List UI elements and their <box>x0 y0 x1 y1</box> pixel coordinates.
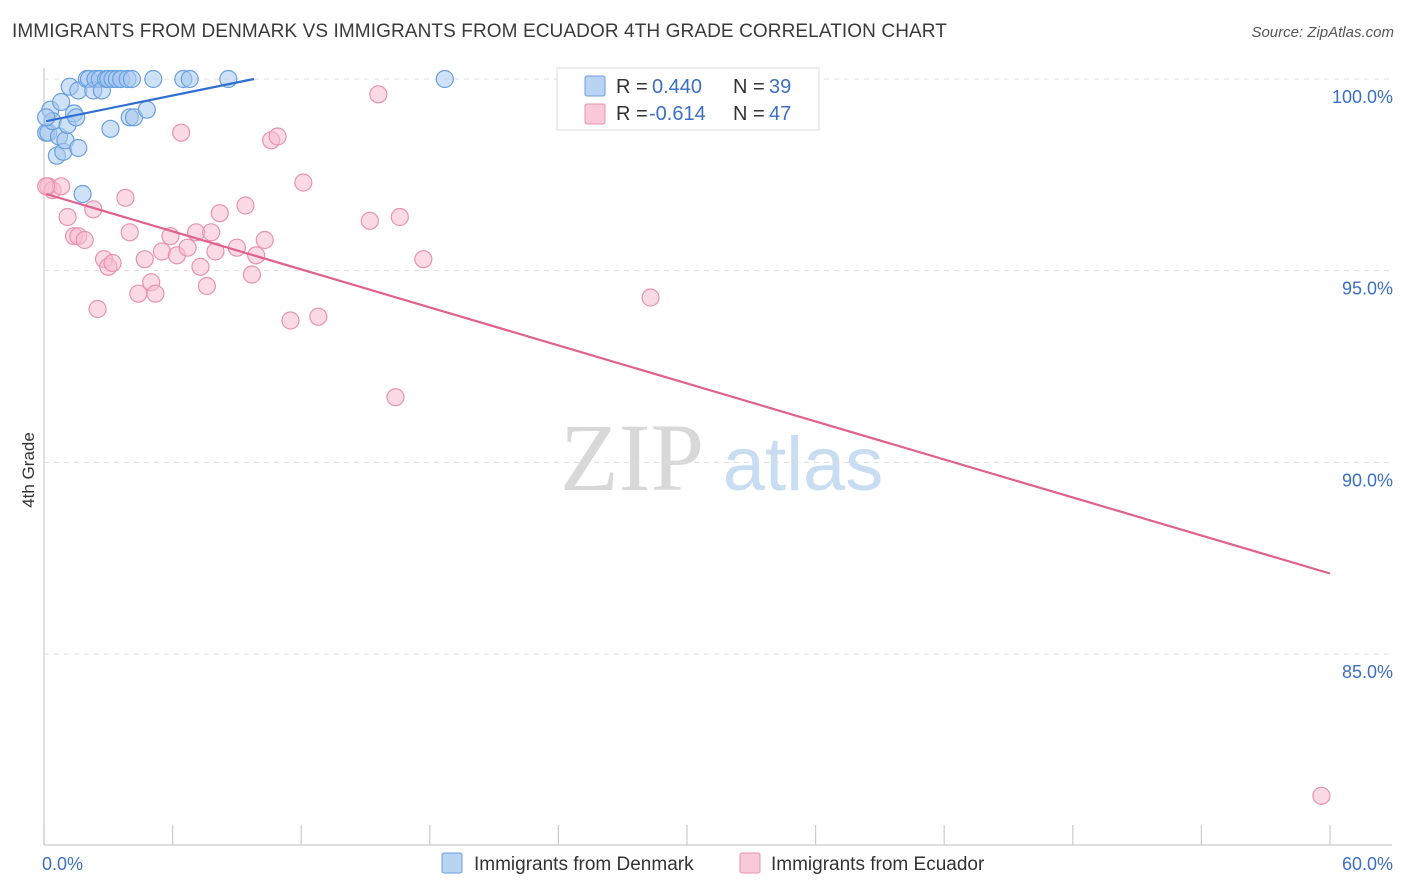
denmark-point <box>73 184 92 204</box>
watermark-atlas: atlas <box>723 422 884 507</box>
legend-swatch-denmark <box>584 75 606 97</box>
denmark-point <box>69 138 88 158</box>
watermark: ZIP atlas <box>560 404 883 511</box>
legend-r-value-denmark: 0.440 <box>652 76 702 98</box>
ecuador-point <box>103 253 122 273</box>
y-tick-label: 95.0% <box>1342 279 1393 299</box>
ecuador-trend-line <box>45 192 1331 575</box>
denmark-point <box>122 69 141 89</box>
ecuador-point <box>386 388 405 407</box>
chart-title: IMMIGRANTS FROM DENMARK VS IMMIGRANTS FR… <box>12 21 947 42</box>
ecuador-point <box>641 288 660 307</box>
watermark-zip: ZIP <box>560 404 704 511</box>
ecuador-point <box>1312 786 1331 805</box>
trend-lines <box>45 77 1331 575</box>
ecuador-point <box>309 307 328 326</box>
legend-r-label-denmark: R = <box>616 76 648 98</box>
legend-n-value-denmark: 39 <box>769 76 791 98</box>
ecuador-point <box>172 123 191 142</box>
legend-n-label-denmark: N = <box>733 76 765 98</box>
series-legend-swatch-ecuador <box>739 852 761 874</box>
ecuador-point <box>390 207 409 227</box>
gridlines <box>44 78 1392 655</box>
correlation-legend: R = 0.440 N = 39 R = -0.614 N = 47 <box>556 67 820 131</box>
series-legend-label-ecuador: Immigrants from Ecuador <box>771 854 985 875</box>
ecuador-point <box>197 276 216 296</box>
ecuador-point <box>268 127 287 146</box>
y-tick-labels: 100.0% 95.0% 90.0% 85.0% <box>1332 87 1393 682</box>
series-legend: Immigrants from Denmark Immigrants from … <box>441 852 985 875</box>
series-legend-label-denmark: Immigrants from Denmark <box>474 854 694 875</box>
ecuador-point <box>210 204 229 223</box>
x-tick-label: 60.0% <box>1342 854 1393 874</box>
ecuador-point <box>242 265 262 284</box>
series-legend-swatch-denmark <box>441 852 463 874</box>
ecuador-point <box>120 223 139 242</box>
ecuador-point <box>202 223 221 242</box>
y-axis-label: 4th Grade <box>19 432 38 508</box>
ecuador-point <box>88 299 107 319</box>
legend-r-label-ecuador: R = <box>616 103 648 125</box>
legend-r-value-ecuador: -0.614 <box>649 103 706 125</box>
ecuador-point <box>116 188 135 207</box>
denmark-point <box>435 69 454 89</box>
ecuador-points <box>37 85 1331 805</box>
y-tick-label: 100.0% <box>1332 87 1393 107</box>
chart-source: Source: ZipAtlas.com <box>1251 24 1394 41</box>
ecuador-point <box>360 211 379 230</box>
legend-n-value-ecuador: 47 <box>769 103 791 125</box>
ecuador-point <box>178 238 197 257</box>
ecuador-point <box>75 230 94 250</box>
denmark-point <box>37 108 56 127</box>
denmark-point <box>137 100 156 119</box>
y-tick-label: 85.0% <box>1342 662 1393 682</box>
ecuador-point <box>152 242 171 261</box>
ecuador-point <box>236 196 255 215</box>
denmark-points <box>37 69 454 204</box>
axes <box>43 68 1392 846</box>
ecuador-point <box>369 85 388 104</box>
ecuador-point <box>135 250 154 269</box>
denmark-trend-line <box>45 77 255 123</box>
ecuador-point <box>294 173 313 192</box>
y-tick-label: 90.0% <box>1342 470 1393 490</box>
legend-n-label-ecuador: N = <box>733 103 765 125</box>
ecuador-point <box>255 230 274 250</box>
legend-swatch-ecuador <box>584 103 606 125</box>
denmark-point <box>180 69 199 89</box>
ecuador-point <box>58 207 77 227</box>
denmark-point <box>52 92 71 112</box>
ecuador-point <box>281 311 300 330</box>
denmark-point <box>144 69 163 89</box>
x-tick-label: 0.0% <box>42 854 83 874</box>
ecuador-point <box>191 257 210 276</box>
ecuador-point <box>37 177 56 196</box>
ecuador-point <box>146 284 165 303</box>
denmark-point <box>101 119 120 138</box>
x-tick-labels: 0.0% 60.0% <box>42 854 1393 874</box>
ecuador-point <box>414 250 433 269</box>
